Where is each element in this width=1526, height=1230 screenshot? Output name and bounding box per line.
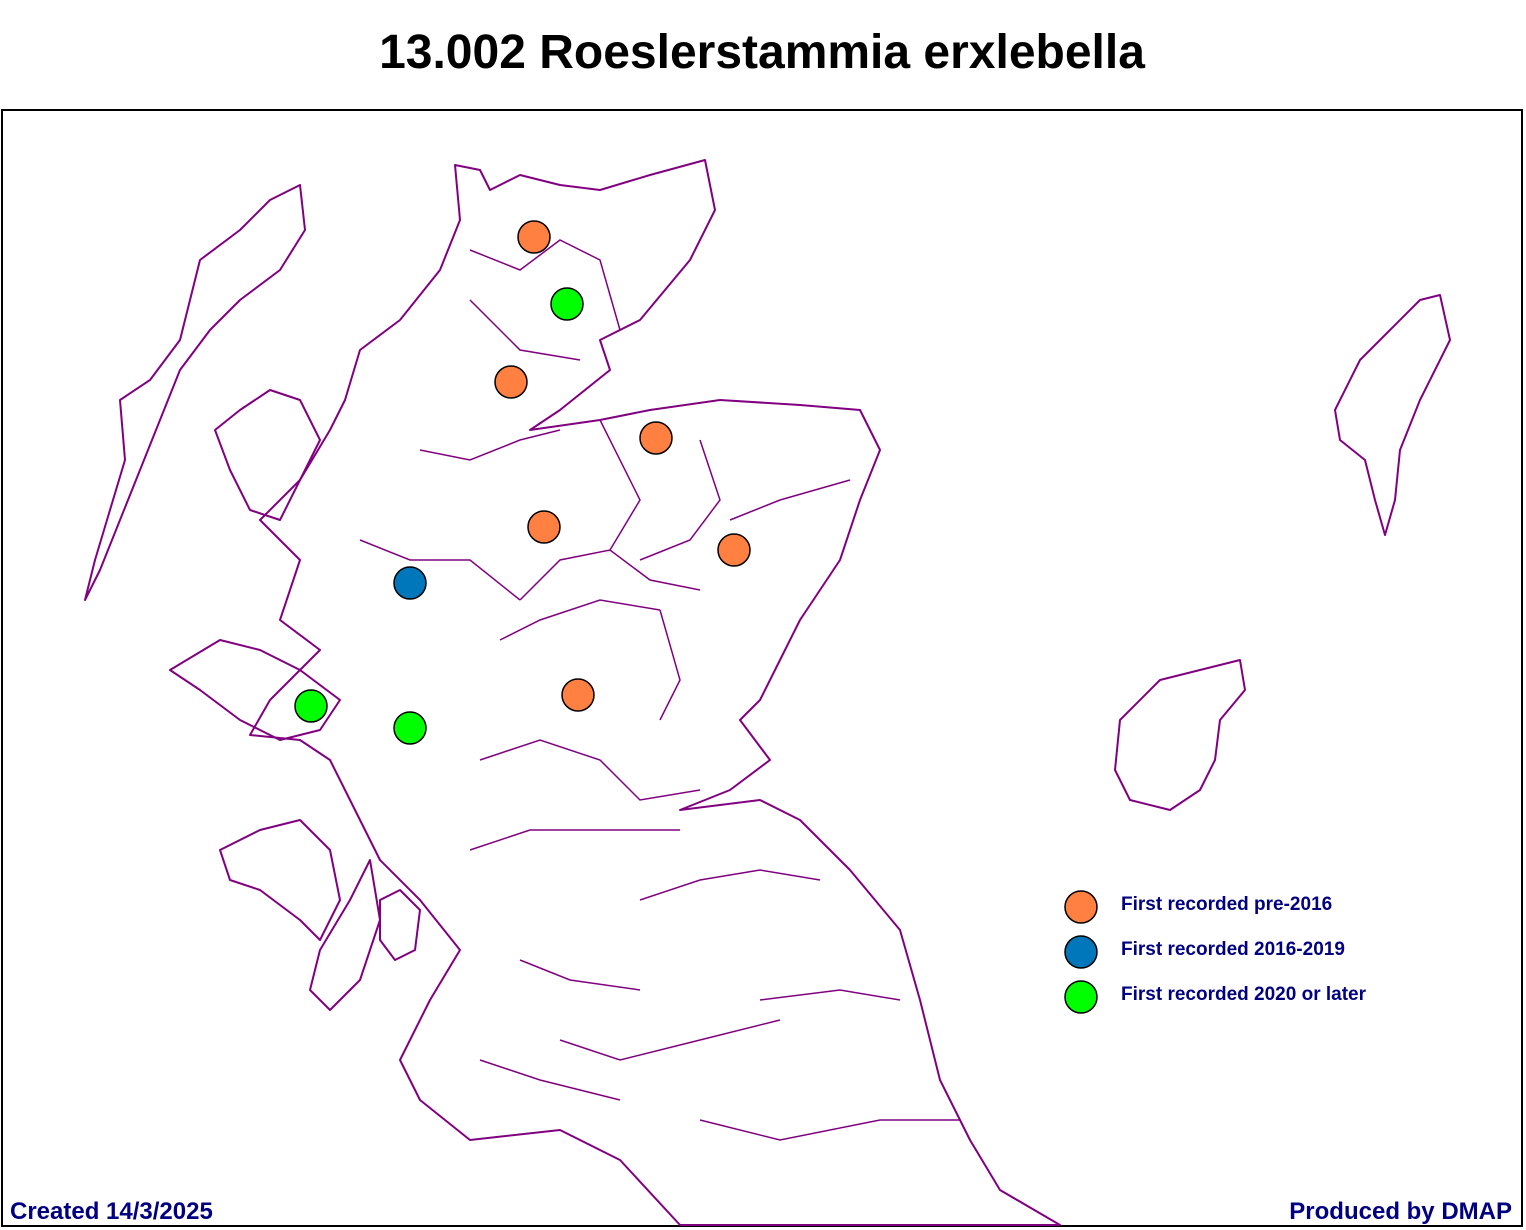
orkney	[1114, 659, 1246, 811]
record-dot	[717, 533, 751, 567]
shetland	[1334, 294, 1451, 536]
record-dot	[639, 421, 673, 455]
producer: Produced by DMAP	[1289, 1198, 1512, 1225]
record-dot	[294, 689, 328, 723]
legend-label: First recorded pre-2016	[1121, 894, 1332, 915]
outer-hebrides	[84, 184, 306, 601]
map-title: 13.002 Roeslerstammia erxlebella	[379, 26, 1145, 79]
vice-county-boundaries	[359, 239, 960, 1141]
islay-jura	[219, 819, 341, 941]
record-dot	[393, 711, 427, 745]
mainland-coast	[249, 159, 1061, 1226]
legend: First recorded pre-2016 First recorded 20…	[1064, 890, 1367, 1014]
record-dot	[517, 220, 551, 254]
skye	[214, 389, 321, 521]
map-frame	[1, 109, 1523, 1227]
records	[294, 220, 751, 745]
mull	[169, 639, 341, 741]
legend-label: First recorded 2020 or later	[1121, 984, 1367, 1005]
record-dot	[550, 287, 584, 321]
legend-swatch	[1064, 980, 1098, 1014]
kintyre	[309, 859, 381, 1011]
map-outlines	[84, 159, 1451, 1226]
arran	[379, 889, 421, 961]
legend-swatch	[1064, 890, 1098, 924]
record-dot	[494, 365, 528, 399]
record-dot	[561, 678, 595, 712]
legend-swatch	[1064, 935, 1098, 969]
legend-label: First recorded 2016-2019	[1121, 939, 1345, 960]
created-date: Created 14/3/2025	[10, 1198, 213, 1225]
record-dot	[393, 566, 427, 600]
record-dot	[527, 510, 561, 544]
